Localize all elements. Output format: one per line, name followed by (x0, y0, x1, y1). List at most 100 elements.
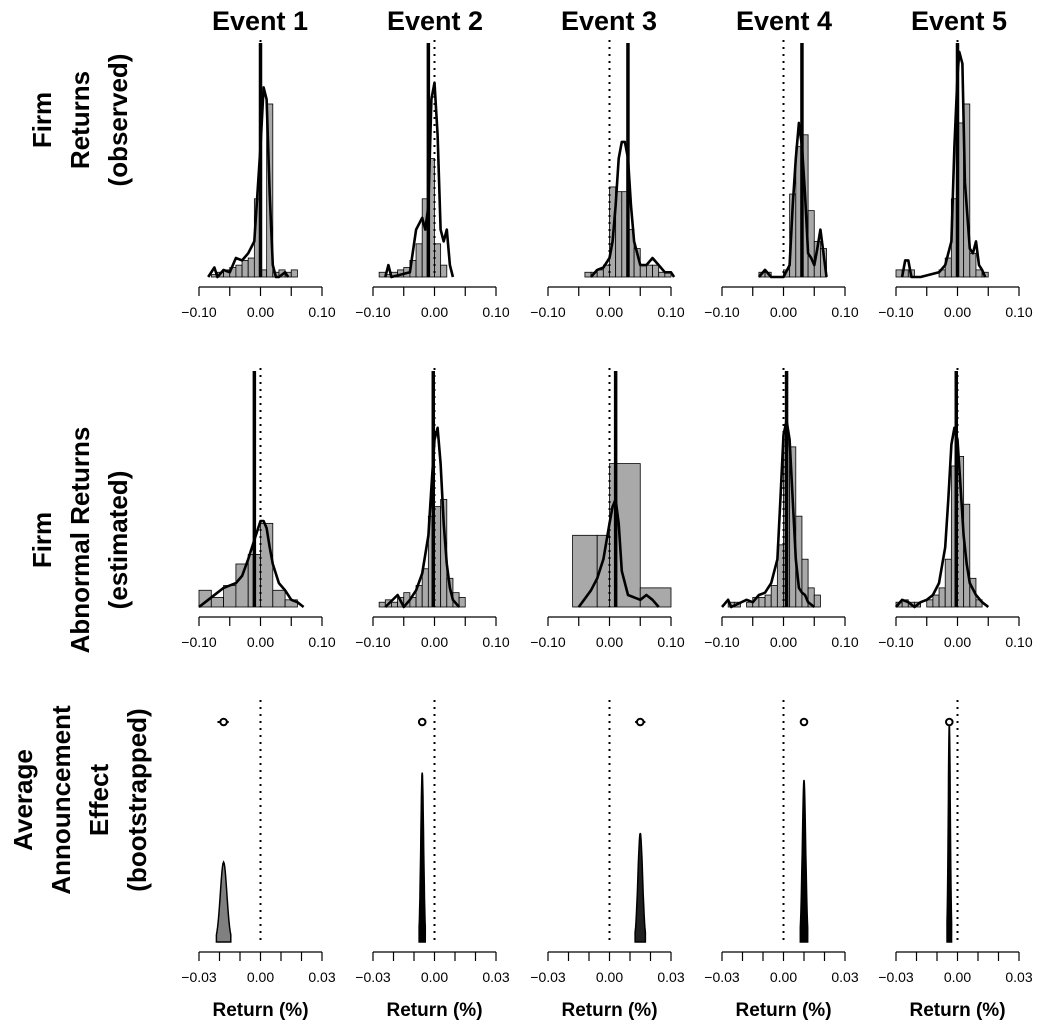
x-axis: −0.10 0.00 0.10 (355, 616, 510, 650)
row-label-2-line-3: (estimated) (103, 471, 133, 610)
row-label-1-line-2: Returns (65, 71, 95, 169)
x-tick-label-2: 0.00 (596, 304, 623, 320)
column-titles: Event 1 Event 2 Event 3 Event 4 Event 5 (212, 6, 1007, 36)
x-axis-title: Return (%) (909, 1000, 1005, 1021)
point-estimate (219, 717, 228, 727)
panel-row2-event3: −0.10 0.00 0.10 (530, 368, 685, 650)
x-axis-title: Return (%) (212, 1000, 308, 1021)
hist-bar-12 (801, 558, 809, 608)
x-tick-label-2: 0.00 (770, 304, 797, 320)
panel-row1-event4: −0.10 0.00 0.10 (704, 40, 859, 320)
panel-row1-event3: −0.10 0.00 0.10 (530, 40, 685, 320)
point-estimate (945, 717, 954, 727)
column-title-event-3: Event 3 (561, 6, 657, 36)
x-axis-title: Return (%) (735, 1000, 831, 1021)
x-axis: −0.10 0.00 0.10 (181, 286, 336, 320)
x-tick-label-2: 0.00 (944, 304, 971, 320)
hist-bar-11 (440, 264, 448, 278)
hist-bar-9 (969, 252, 977, 278)
bootstrap-distribution (799, 779, 809, 943)
hist-bar-1 (584, 271, 592, 278)
hist-bar-14 (458, 597, 466, 608)
hist-bar-7 (415, 243, 423, 278)
x-tick-label-3: 0.10 (1005, 634, 1032, 650)
x-tick-label-3: 0.03 (308, 969, 335, 985)
x-tick-label-1: −0.03 (530, 969, 566, 985)
hist-bar-7 (247, 257, 255, 278)
row-label-3-line-1: Average (8, 749, 38, 851)
row-label-1-line-3: (observed) (103, 54, 133, 187)
x-tick-label-2: 0.00 (421, 969, 448, 985)
hist-bar-5 (235, 264, 243, 278)
hist-bar-7 (770, 585, 778, 608)
x-tick-label-2: 0.00 (421, 304, 448, 320)
row-label-2-line-2: Abnormal Returns (65, 427, 95, 654)
x-tick-label-3: 0.10 (482, 304, 509, 320)
x-tick-label-2: 0.00 (421, 634, 448, 650)
x-tick-label-1: −0.10 (704, 304, 740, 320)
x-tick-label-2: 0.00 (247, 969, 274, 985)
hist-bar-12 (652, 264, 660, 278)
panel-row2-event2: −0.10 0.00 0.10 (355, 368, 510, 650)
hist-bar-10 (434, 506, 442, 608)
hist-bar-7 (938, 587, 946, 608)
x-axis: −0.10 0.00 0.10 (878, 616, 1033, 650)
hist-bar-2 (210, 597, 225, 608)
x-tick-label-2: 0.00 (944, 969, 971, 985)
density-curve (900, 50, 987, 279)
density-curve (721, 419, 816, 609)
hist-bar-3 (596, 269, 604, 278)
density-curve (198, 519, 305, 609)
x-tick-label-2: 0.00 (596, 969, 623, 985)
column-title-event-1: Event 1 (212, 6, 308, 36)
point-estimate (799, 717, 809, 727)
density-curve (207, 86, 290, 279)
x-tick-label-1: −0.03 (355, 969, 391, 985)
x-tick-label-3: 0.10 (308, 634, 335, 650)
x-axis: −0.10 0.00 0.10 (878, 286, 1033, 320)
x-tick-label-1: −0.03 (878, 969, 914, 985)
x-tick-label-1: −0.10 (355, 304, 391, 320)
column-title-event-4: Event 4 (736, 6, 832, 36)
hist-bar-6 (241, 260, 249, 278)
x-tick-label-2: 0.00 (247, 304, 274, 320)
bootstrap-distribution (418, 772, 427, 943)
x-tick-label-1: −0.10 (530, 634, 566, 650)
row-label-3: Average Announcement Effect (bootstrapped) (8, 705, 152, 895)
x-tick-label-3: 0.10 (657, 304, 684, 320)
bootstrap-distribution (215, 860, 232, 943)
row-label-3-line-4: (bootstrapped) (122, 708, 152, 891)
x-axis: −0.10 0.00 0.10 (704, 616, 859, 650)
x-axis: −0.10 0.00 0.10 (530, 286, 685, 320)
x-tick-label-1: −0.03 (181, 969, 217, 985)
hist-bar-3 (223, 585, 237, 608)
hist-bar-14 (813, 594, 821, 608)
hist-bar-1 (378, 601, 386, 608)
density-curve (895, 426, 990, 609)
x-tick-label-3: 0.03 (482, 969, 509, 985)
hist-bar-4 (235, 563, 249, 608)
hist-bar-10 (639, 264, 647, 278)
x-axis: −0.10 0.00 0.10 (530, 616, 685, 650)
x-tick-label-1: −0.10 (704, 634, 740, 650)
x-tick-label-1: −0.10 (530, 304, 566, 320)
x-axis-title: Return (%) (561, 1000, 657, 1021)
hist-bar-1 (572, 534, 598, 608)
hist-bar-8 (944, 558, 952, 608)
x-tick-label-2: 0.00 (770, 634, 797, 650)
row-label-3-line-2: Announcement (46, 705, 76, 895)
point-estimate (635, 717, 645, 727)
column-title-event-5: Event 5 (911, 6, 1007, 36)
column-title-event-2: Event 2 (387, 6, 483, 36)
row-label-2: Firm Abnormal Returns (estimated) (27, 427, 133, 654)
x-tick-label-2: 0.00 (247, 634, 274, 650)
x-tick-label-2: 0.00 (596, 634, 623, 650)
x-axis: −0.10 0.00 0.10 (181, 616, 336, 650)
